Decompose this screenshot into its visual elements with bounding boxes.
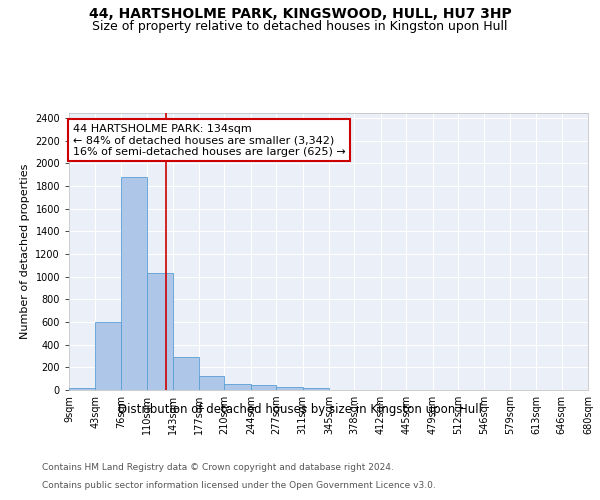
- Text: Contains HM Land Registry data © Crown copyright and database right 2024.: Contains HM Land Registry data © Crown c…: [42, 464, 394, 472]
- Text: 44 HARTSHOLME PARK: 134sqm
← 84% of detached houses are smaller (3,342)
16% of s: 44 HARTSHOLME PARK: 134sqm ← 84% of deta…: [73, 124, 346, 157]
- Bar: [121, 177, 147, 390]
- Bar: [95, 322, 121, 390]
- Text: Size of property relative to detached houses in Kingston upon Hull: Size of property relative to detached ho…: [92, 20, 508, 33]
- Bar: [302, 388, 329, 390]
- Bar: [276, 386, 302, 390]
- Bar: [251, 386, 276, 390]
- Bar: [199, 376, 224, 390]
- Bar: [173, 357, 199, 390]
- Bar: [224, 384, 251, 390]
- Text: 44, HARTSHOLME PARK, KINGSWOOD, HULL, HU7 3HP: 44, HARTSHOLME PARK, KINGSWOOD, HULL, HU…: [89, 8, 511, 22]
- Text: Distribution of detached houses by size in Kingston upon Hull: Distribution of detached houses by size …: [118, 402, 482, 415]
- Bar: [147, 274, 173, 390]
- Bar: [69, 388, 95, 390]
- Text: Contains public sector information licensed under the Open Government Licence v3: Contains public sector information licen…: [42, 481, 436, 490]
- Y-axis label: Number of detached properties: Number of detached properties: [20, 164, 29, 339]
